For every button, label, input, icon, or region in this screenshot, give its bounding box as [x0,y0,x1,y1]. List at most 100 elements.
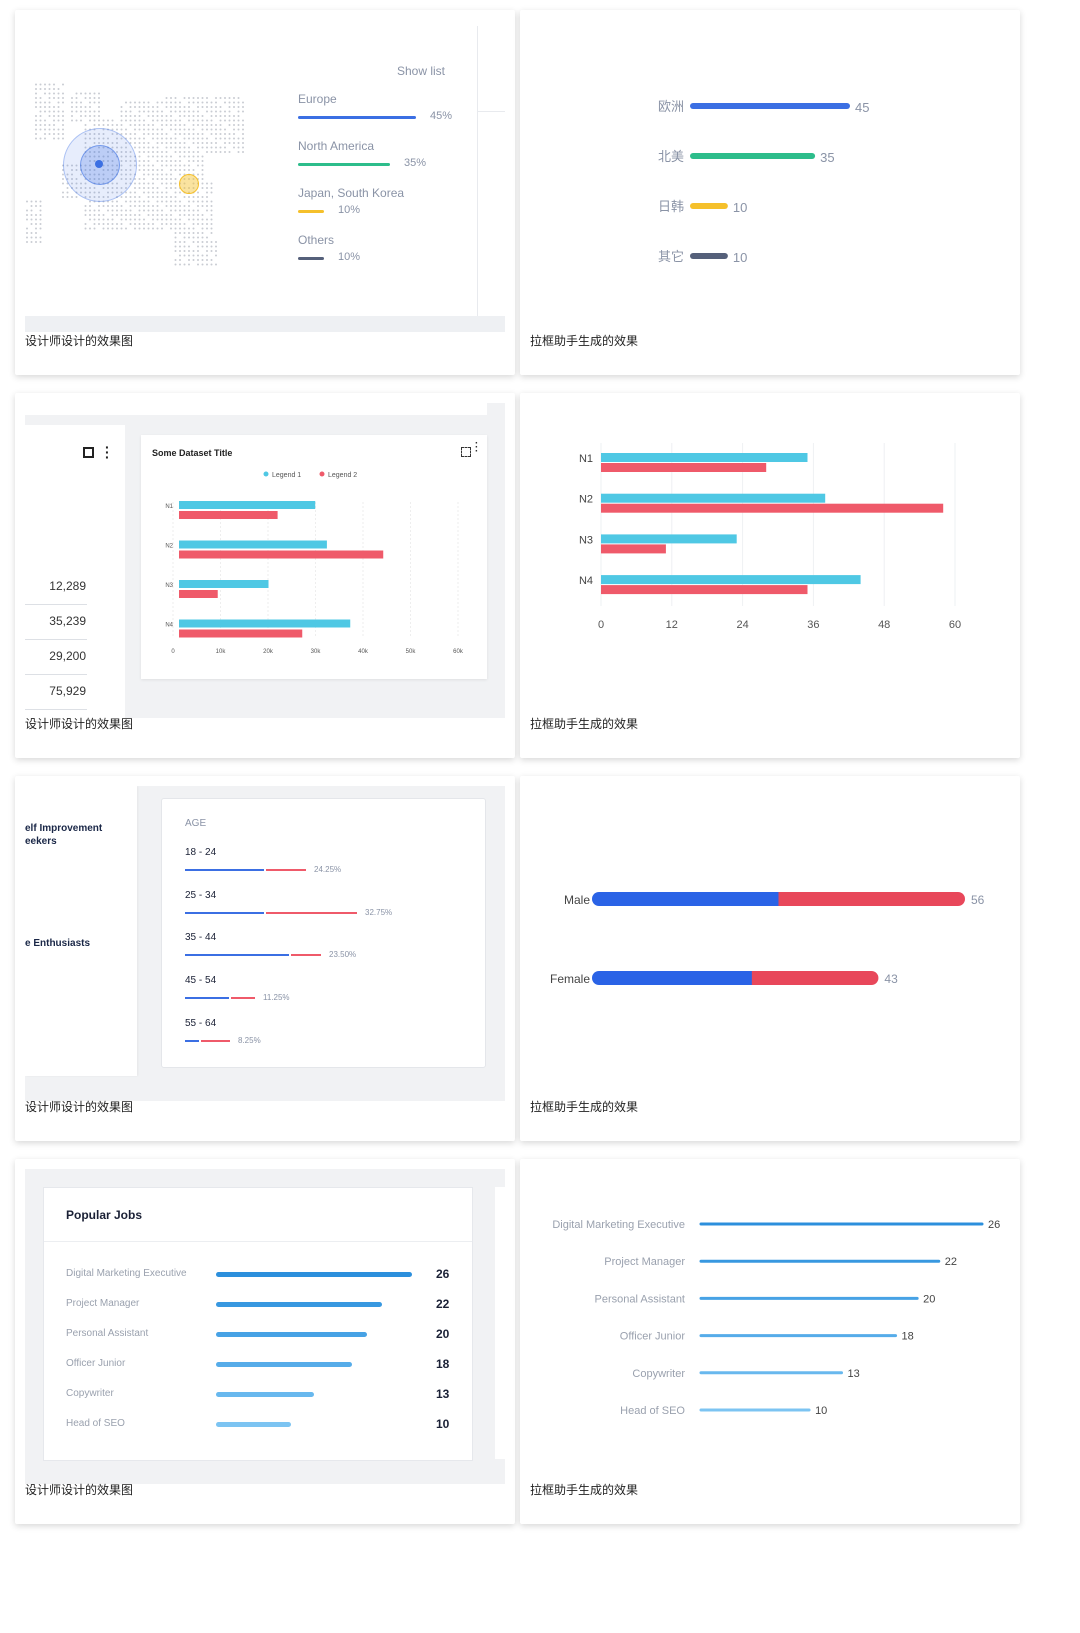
map-dot [98,223,100,225]
map-dot [152,223,154,225]
map-dot [174,218,177,221]
map-dot [30,209,33,212]
map-dot [197,160,199,162]
map-dot [143,182,145,185]
map-dot [89,106,91,108]
caption-generated: 拉框助手生成的效果 [530,717,639,731]
map-dot [57,115,60,117]
side-divider [477,26,478,316]
map-dot [156,142,159,144]
map-dot [179,119,181,122]
map-dot [179,245,181,248]
map-dot [179,254,181,257]
map-dot [165,191,168,194]
map-dot [84,205,87,207]
map-dot [39,227,42,230]
tick-label: 50k [406,649,417,655]
expand-icon[interactable] [83,447,94,458]
map-dot [201,227,204,230]
map-dot [35,88,37,90]
map-dot [206,209,208,212]
map-dot [93,110,96,113]
map-dot [210,209,213,212]
more-icon[interactable]: · · · [105,439,110,465]
map-dot [170,128,172,131]
bar-series-red [751,971,872,985]
map-dot [179,200,181,203]
map-dot [174,146,177,149]
map-dot [188,115,190,117]
map-dot [152,191,154,194]
bar-series-1 [179,540,327,549]
map-dot [152,169,154,171]
map-dot [192,119,195,122]
map-dot [183,205,186,207]
value-label: 10 [733,200,747,215]
map-dot [152,124,154,126]
legend-label: Legend 1 [272,472,301,479]
map-dot [201,245,204,248]
map-dot [188,218,190,221]
value-label: 43 [884,972,898,986]
chart-more-icon[interactable]: · · · [475,438,479,457]
map-dot [201,254,204,257]
map-dot [242,124,244,126]
map-dot [188,209,190,212]
map-dot [192,115,195,117]
map-dot [201,164,204,167]
map-dot [152,110,154,113]
map-dot [161,223,163,225]
map-dot [107,119,109,122]
map-dot [183,124,186,126]
map-dot [165,160,168,162]
map-dot [206,106,208,108]
right-edge-panel [495,1187,505,1459]
map-dot [93,223,96,225]
map-dot [183,214,186,216]
bar-series-2 [601,585,808,595]
map-dot [161,191,163,194]
caption-designer: 设计师设计的效果图 [25,1100,134,1114]
category-label: N4 [165,623,173,629]
map-dot [143,191,145,194]
map-dot [197,209,199,212]
show-list-link[interactable]: Show list [397,64,446,78]
map-dot [206,124,208,126]
map-dot [138,137,141,140]
map-dot [53,128,55,131]
map-dot [53,119,55,122]
map-dot [134,128,136,131]
age-pct: 23.50% [329,950,357,960]
map-dot [57,128,60,131]
age-bar-b [291,954,321,957]
chart-expand-icon[interactable] [461,447,471,457]
map-dot [152,133,154,135]
map-dot [215,128,217,131]
map-dot [152,173,154,176]
map-dot [156,173,159,176]
map-dot [174,106,177,108]
map-dot [138,110,141,113]
map-dot [125,115,127,117]
map-dot [188,160,190,162]
map-dot [161,218,163,221]
map-dot [116,214,118,216]
map-dot [179,128,181,131]
bar-series-red-cap [864,971,879,985]
map-dot [62,115,64,117]
map-dot [147,200,150,203]
job-label: Copywriter [66,1388,114,1399]
map-dot [89,110,91,113]
map-dot [228,124,231,126]
map-dot [53,92,55,95]
map-dot [201,214,204,216]
map-dot [179,101,181,104]
map-dot [35,137,37,140]
map-dot [192,209,195,212]
map-dot [125,196,127,198]
map-dot [75,110,78,113]
map-dot [39,106,42,108]
region-bar-chart: 欧洲 45 北美 35 日韩 10 其它 10 [658,99,869,265]
value-label: 35 [820,150,834,165]
caption-generated: 拉框助手生成的效果 [530,334,639,348]
